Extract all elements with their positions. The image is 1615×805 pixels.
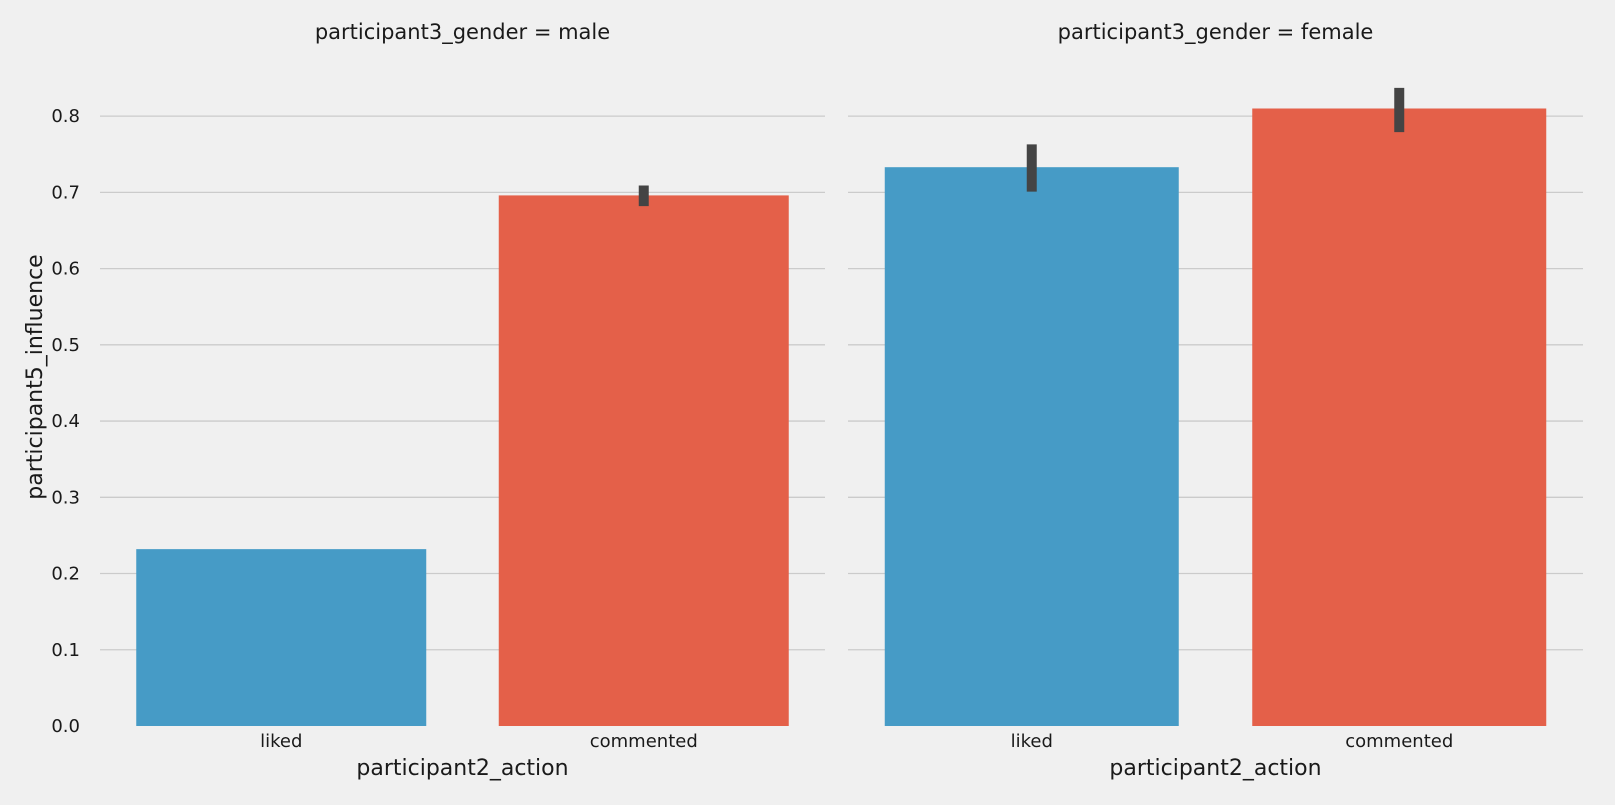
y-tick-label: 0.3 — [51, 487, 80, 508]
y-tick-label: 0.5 — [51, 335, 80, 356]
y-tick-label: 0.8 — [51, 106, 80, 127]
y-tick-label: 0.2 — [51, 564, 80, 585]
y-tick-label: 0.6 — [51, 259, 80, 280]
y-axis-label: participant5_influence — [23, 254, 48, 499]
bar-commented — [498, 195, 789, 727]
x-tick-label: commented — [1345, 731, 1453, 752]
x-tick-label: commented — [590, 731, 698, 752]
bar-liked — [136, 549, 427, 726]
x-axis-label: participant2_action — [356, 756, 568, 781]
y-tick-label: 0.1 — [51, 640, 80, 661]
panel-title: participant3_gender = male — [315, 20, 610, 45]
panel-title: participant3_gender = female — [1058, 20, 1374, 45]
bar-commented — [1252, 108, 1547, 726]
y-tick-label: 0.4 — [51, 411, 80, 432]
bar-liked — [884, 167, 1179, 726]
x-tick-label: liked — [260, 731, 302, 752]
x-tick-label: liked — [1011, 731, 1053, 752]
x-axis-label: participant2_action — [1109, 756, 1321, 781]
y-tick-label: 0.7 — [51, 182, 80, 203]
y-tick-label: 0.0 — [51, 716, 80, 737]
